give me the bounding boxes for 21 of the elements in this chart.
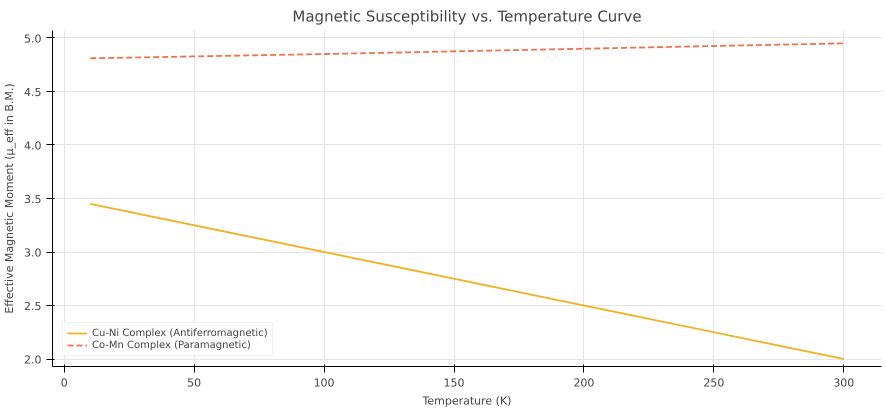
y-tick-label: 5.0 [24, 32, 42, 46]
y-tick-label: 2.5 [24, 300, 42, 314]
line-series [89, 42, 845, 60]
y-tick-label: 4.5 [24, 86, 42, 99]
y-axis-title: Effective Magnetic Moment (μ_eff in B.M.) [3, 83, 16, 314]
x-axis-title: Temperature (K) [422, 394, 512, 408]
x-tick-label: 200 [573, 376, 594, 390]
y-tick-label: 2.0 [24, 354, 42, 367]
x-tick-label: 50 [187, 376, 202, 390]
line-series [89, 202, 845, 360]
legend-label: Cu-Ni Complex (Antiferromagnetic) [92, 327, 268, 339]
legend-label: Co-Mn Complex (Paramagnetic) [92, 339, 251, 351]
y-tick-label: 3.0 [24, 246, 42, 260]
chart-title: Magnetic Susceptibility vs. Temperature Curve [292, 8, 642, 26]
x-tick-label: 250 [703, 376, 724, 390]
x-tick-label: 150 [444, 376, 465, 390]
x-tick-label: 100 [314, 376, 335, 390]
x-tick-label: 300 [833, 376, 854, 390]
y-tick-label: 3.5 [24, 193, 42, 206]
y-tick-label: 4.0 [24, 139, 42, 152]
x-tick-label: 0 [60, 376, 68, 390]
